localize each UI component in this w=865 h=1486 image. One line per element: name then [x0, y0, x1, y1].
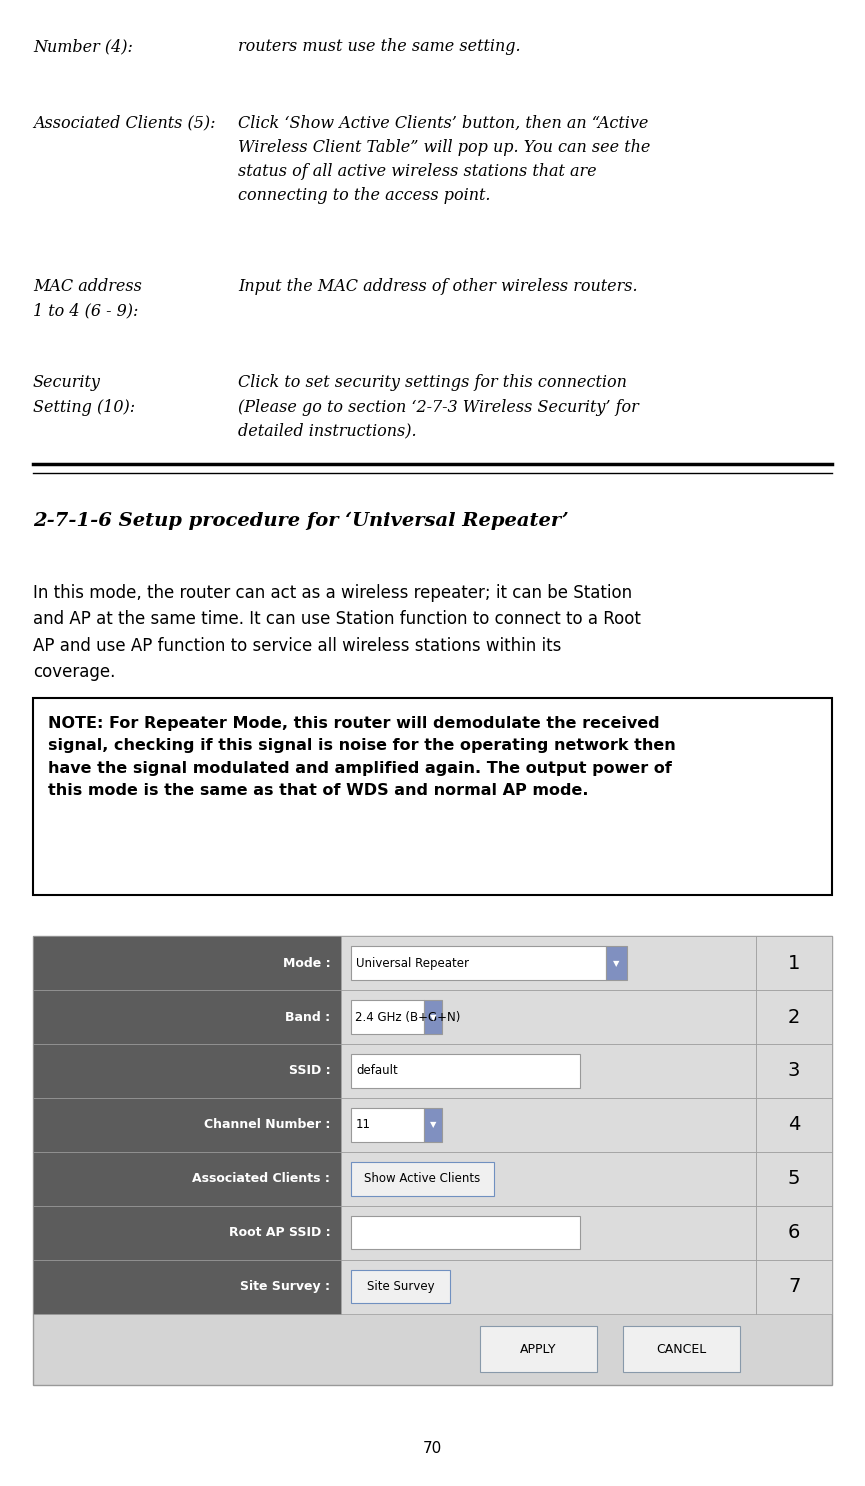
- Text: 2-7-1-6 Setup procedure for ‘Universal Repeater’: 2-7-1-6 Setup procedure for ‘Universal R…: [33, 511, 568, 529]
- Text: Associated Clients :: Associated Clients :: [192, 1172, 330, 1186]
- Text: 7: 7: [788, 1276, 800, 1296]
- Bar: [341, 1260, 756, 1314]
- Text: 3: 3: [788, 1061, 800, 1080]
- Bar: [341, 1152, 756, 1205]
- Bar: [341, 1098, 756, 1152]
- Text: Associated Clients (5):: Associated Clients (5):: [33, 114, 215, 131]
- Bar: [33, 698, 832, 895]
- Text: 4: 4: [788, 1116, 800, 1134]
- Bar: [425, 1109, 442, 1141]
- Bar: [33, 1045, 341, 1098]
- Text: CANCEL: CANCEL: [656, 1343, 707, 1355]
- Text: Show Active Clients: Show Active Clients: [364, 1172, 480, 1186]
- Text: ▼: ▼: [430, 1120, 436, 1129]
- Text: Click ‘Show Active Clients’ button, then an “Active
Wireless Client Table” will : Click ‘Show Active Clients’ button, then…: [238, 114, 650, 204]
- Bar: [33, 1205, 341, 1260]
- Text: routers must use the same setting.: routers must use the same setting.: [238, 37, 521, 55]
- Bar: [351, 947, 606, 979]
- Bar: [33, 936, 832, 1385]
- Bar: [341, 990, 756, 1045]
- Text: Click to set security settings for this connection
(Please go to section ‘2-7-3 : Click to set security settings for this …: [238, 374, 638, 440]
- Bar: [623, 1326, 740, 1373]
- Text: 2: 2: [788, 1008, 800, 1027]
- Bar: [351, 1216, 580, 1250]
- Text: Security
Setting (10):: Security Setting (10):: [33, 374, 135, 416]
- Bar: [341, 1045, 756, 1098]
- Bar: [33, 1098, 341, 1152]
- Bar: [756, 936, 832, 990]
- Bar: [33, 1260, 341, 1314]
- Bar: [33, 1152, 341, 1205]
- Text: ▼: ▼: [613, 958, 619, 967]
- Text: APPLY: APPLY: [520, 1343, 557, 1355]
- Text: 2.4 GHz (B+G+N): 2.4 GHz (B+G+N): [356, 1010, 461, 1024]
- Text: Mode :: Mode :: [283, 957, 330, 970]
- Bar: [756, 1045, 832, 1098]
- Bar: [425, 1000, 442, 1034]
- Bar: [351, 1162, 494, 1196]
- Text: 70: 70: [423, 1441, 442, 1456]
- Text: ▼: ▼: [430, 1012, 436, 1021]
- Text: default: default: [356, 1064, 398, 1077]
- Text: Input the MAC address of other wireless routers.: Input the MAC address of other wireless …: [238, 278, 638, 294]
- Bar: [756, 1098, 832, 1152]
- Text: Site Survey: Site Survey: [367, 1279, 434, 1293]
- Text: 6: 6: [788, 1223, 800, 1242]
- Text: NOTE: For Repeater Mode, this router will demodulate the received
signal, checki: NOTE: For Repeater Mode, this router wil…: [48, 716, 676, 798]
- Text: Universal Repeater: Universal Repeater: [356, 957, 469, 970]
- Bar: [756, 990, 832, 1045]
- Text: Root AP SSID :: Root AP SSID :: [228, 1226, 330, 1239]
- Bar: [33, 990, 341, 1045]
- Text: Channel Number :: Channel Number :: [204, 1119, 330, 1131]
- Text: Number (4):: Number (4):: [33, 37, 132, 55]
- Bar: [351, 1000, 425, 1034]
- Bar: [756, 1205, 832, 1260]
- Bar: [33, 936, 341, 990]
- Bar: [341, 936, 756, 990]
- Text: SSID :: SSID :: [289, 1064, 330, 1077]
- Text: Site Survey :: Site Survey :: [240, 1279, 330, 1293]
- Bar: [606, 947, 627, 979]
- Text: 1: 1: [788, 954, 800, 973]
- Text: 5: 5: [788, 1169, 800, 1189]
- Bar: [351, 1109, 425, 1141]
- Text: In this mode, the router can act as a wireless repeater; it can be Station
and A: In this mode, the router can act as a wi…: [33, 584, 641, 681]
- Bar: [480, 1326, 597, 1373]
- Text: Band :: Band :: [285, 1010, 330, 1024]
- Bar: [351, 1271, 451, 1303]
- Bar: [756, 1152, 832, 1205]
- Text: 11: 11: [356, 1119, 370, 1131]
- Bar: [756, 1260, 832, 1314]
- Text: MAC address
1 to 4 (6 - 9):: MAC address 1 to 4 (6 - 9):: [33, 278, 142, 319]
- Bar: [341, 1205, 756, 1260]
- Bar: [351, 1054, 580, 1088]
